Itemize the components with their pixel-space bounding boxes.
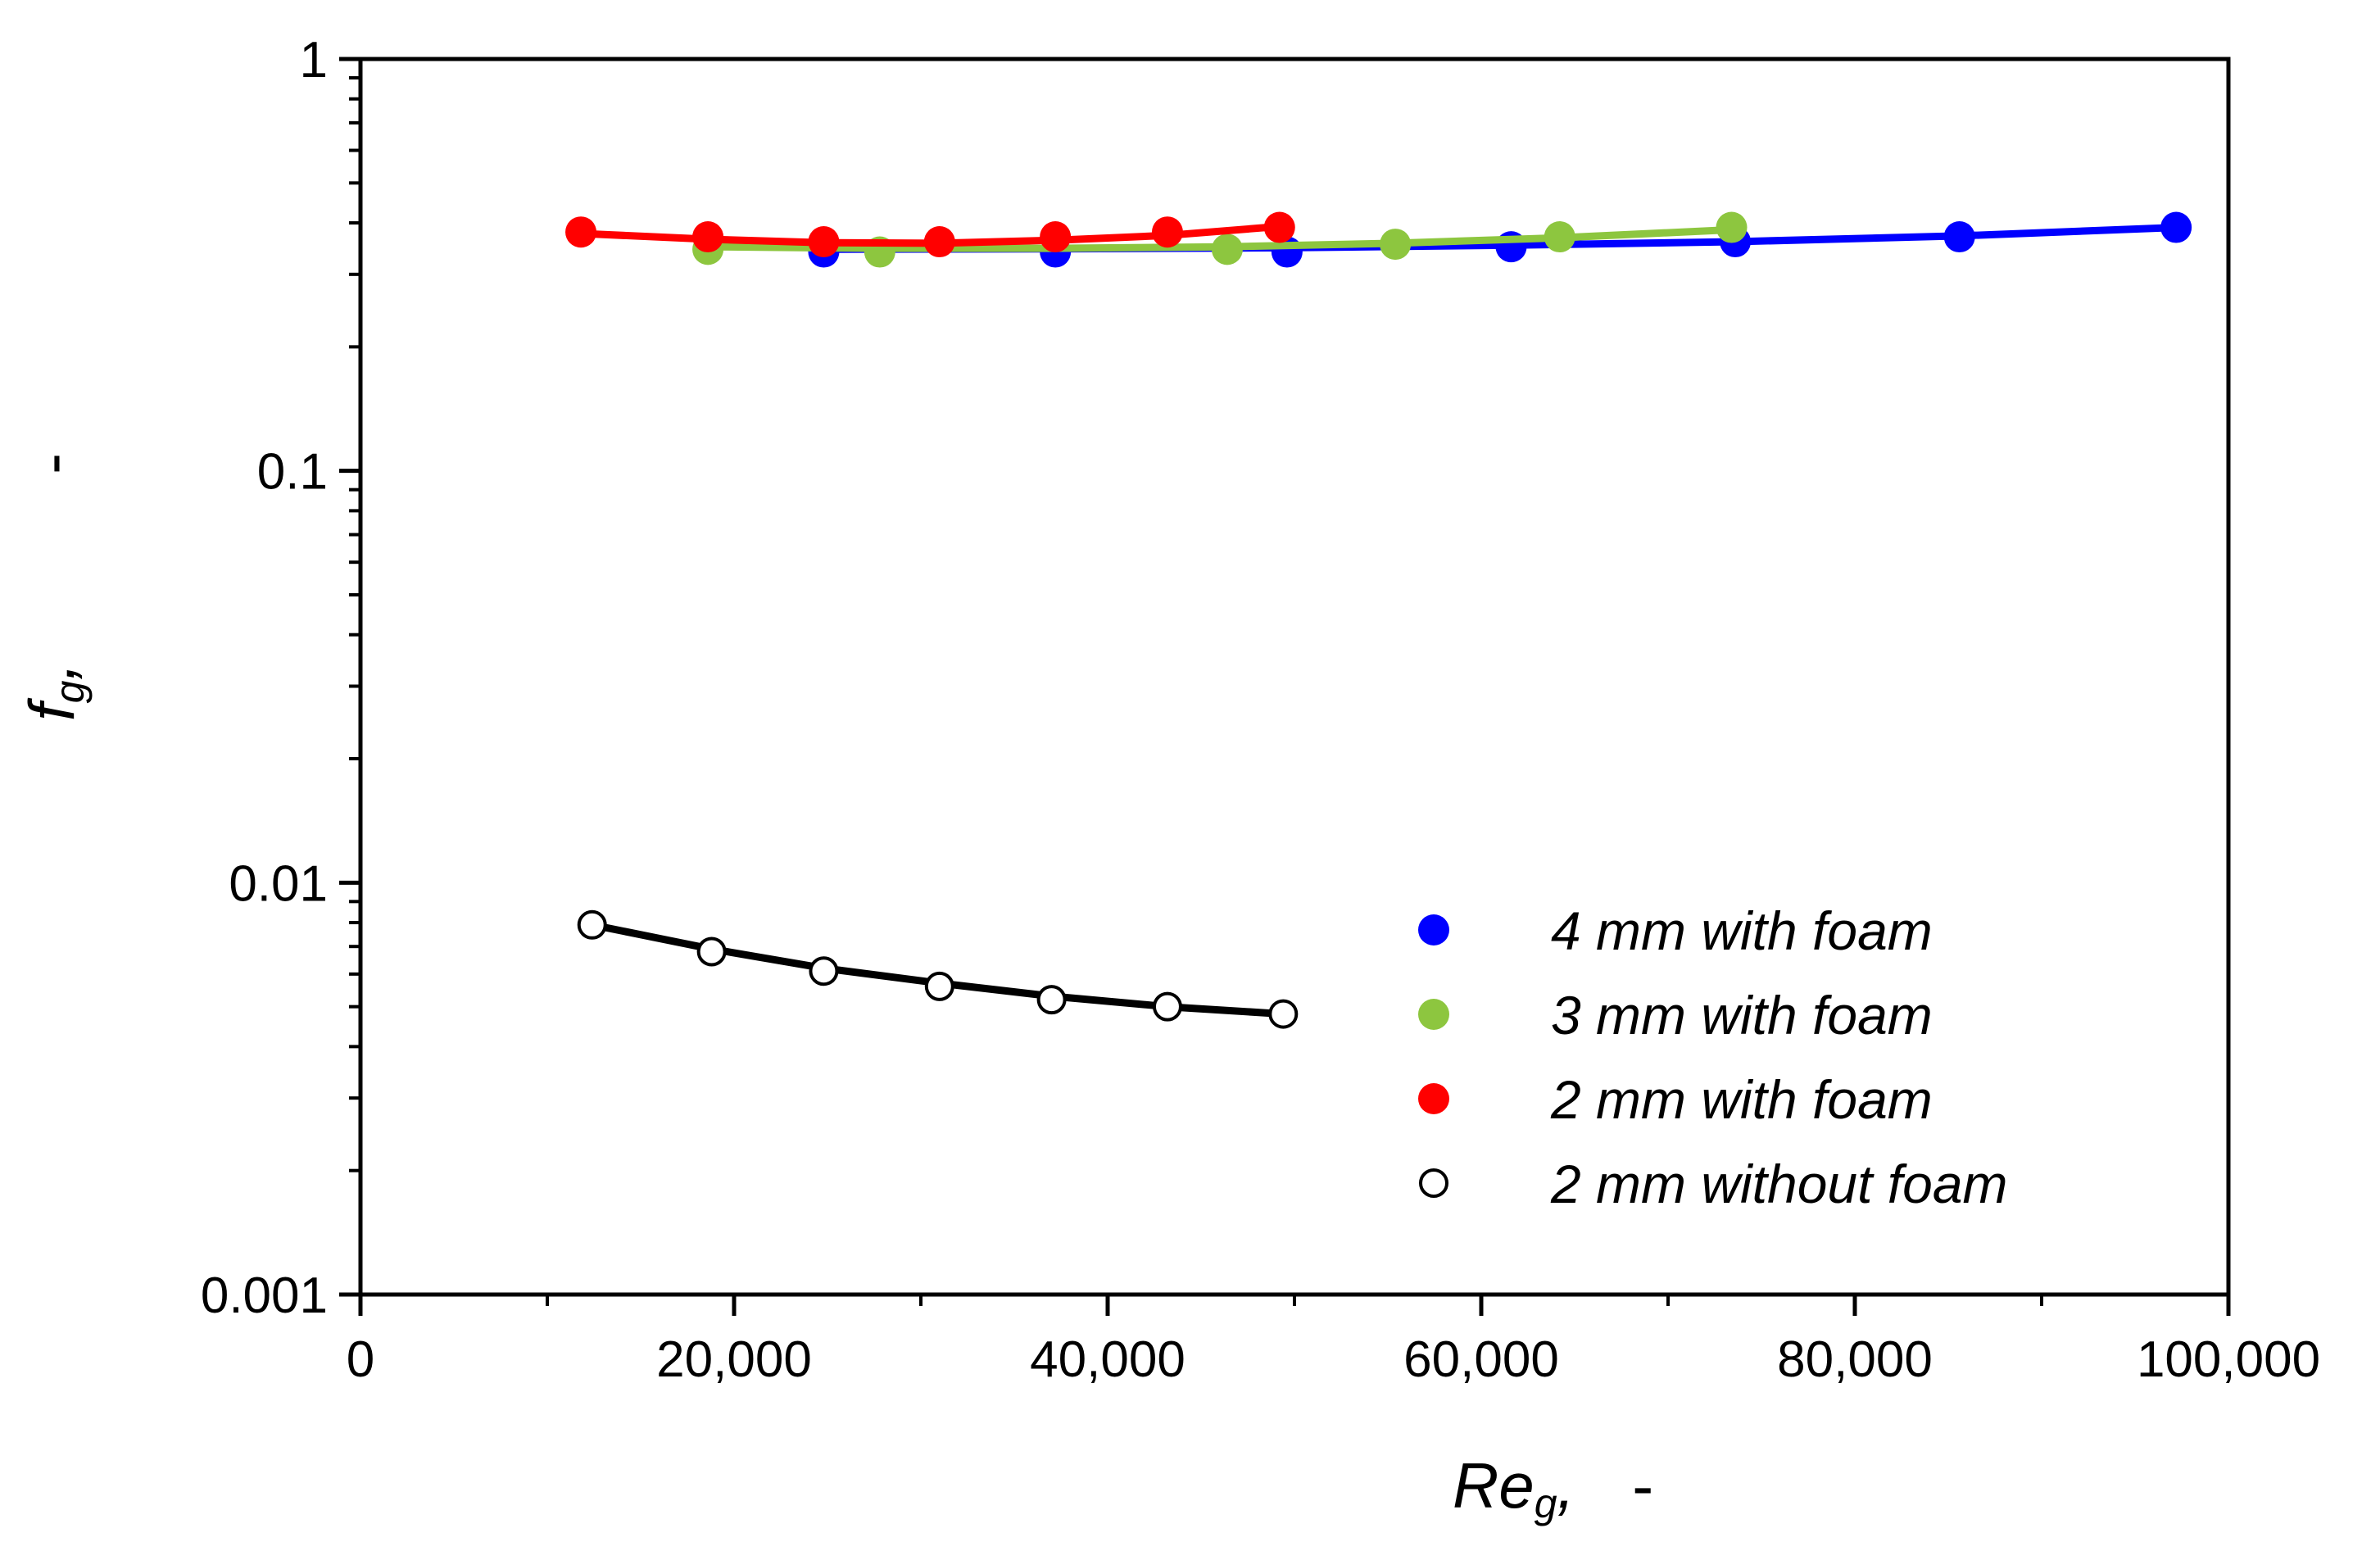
axes [339,57,2231,1316]
data-point [1211,234,1243,265]
data-point [692,221,724,253]
x-axis-title-main: Re [1453,1449,1535,1521]
x-tick-label: 80,000 [1777,1331,1933,1388]
data-point [923,226,955,258]
data-point [1263,211,1295,243]
data-point [808,226,840,258]
tick-labels: 0 20,000 40,000 60,000 80,000 100,000 0.001 0.0… [201,32,2320,1388]
x-tick-label: 100,000 [2137,1331,2320,1388]
x-tick-label: 20,000 [656,1331,812,1388]
series-2-mm-with-foam [565,211,1295,258]
y-tick-label: 0.01 [229,855,328,912]
series-2-mm-without-foam [577,909,1299,1029]
data-point [1151,216,1183,248]
data-point [924,971,954,1001]
x-axis-title-comma: , [1557,1449,1575,1521]
y-axis-title-comma: , [16,663,88,681]
legend-marker [1419,1168,1448,1198]
data-point [1152,991,1182,1022]
y-tick-label: 0.1 [257,444,328,501]
data-point [1380,229,1412,261]
y-tick-label: 1 [300,32,328,88]
data-point [577,909,607,940]
data-point [565,216,597,248]
data-point [1716,211,1748,243]
data-series [565,211,2192,1029]
data-point [696,936,727,967]
legend-marker [1418,914,1449,946]
y-tick-label: 0.001 [201,1268,328,1324]
legend-marker [1418,1083,1449,1114]
x-axis-title: Reg, - [1453,1449,1653,1526]
legend-label: 2 mm without foam [1550,1154,2008,1214]
legend-label: 4 mm with foam [1551,900,1933,961]
x-axis-title-unit: - [1632,1449,1653,1521]
y-axis-title-sub: g [47,680,93,703]
data-point [1040,221,1072,253]
x-tick-label: 40,000 [1030,1331,1185,1388]
x-tick-label: 60,000 [1403,1331,1559,1388]
data-point [1943,221,1975,253]
legend: 4 mm with foam 3 mm with foam 2 mm with fo… [1418,900,2008,1214]
x-axis-title-sub: g [1535,1481,1557,1526]
data-point [809,956,839,986]
data-point [1036,985,1067,1015]
legend-marker [1418,999,1449,1030]
legend-label: 2 mm with foam [1550,1069,1933,1130]
x-tick-label: 0 [347,1331,374,1388]
data-point [1268,999,1299,1029]
data-point [2160,211,2192,243]
data-point [1544,221,1575,253]
legend-label: 3 mm with foam [1551,985,1933,1045]
y-axis-title: fg,- [16,453,93,721]
y-axis-title-unit: - [16,453,88,474]
